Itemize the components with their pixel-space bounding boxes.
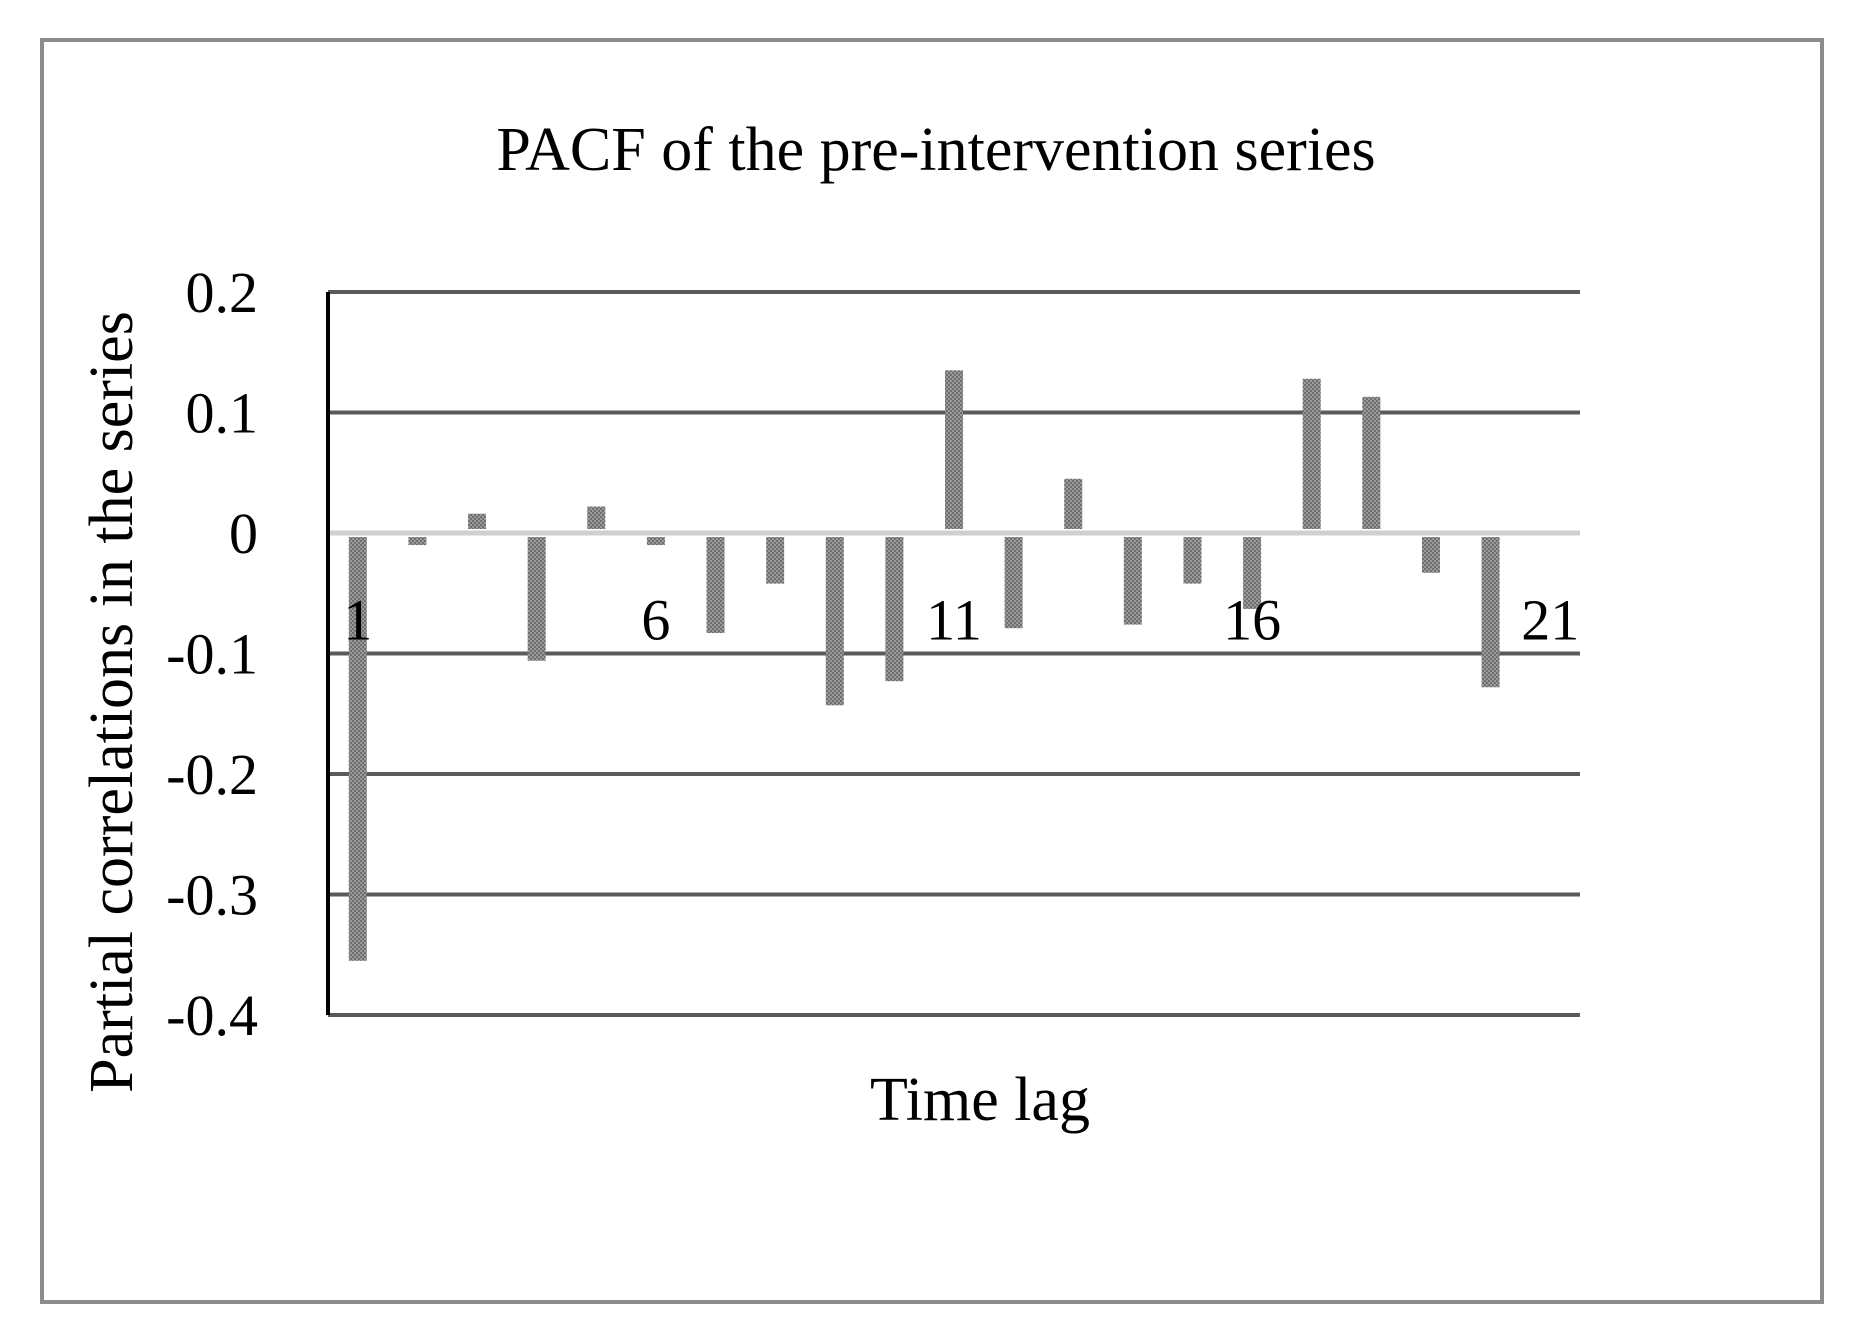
bar-lag-11 — [945, 370, 963, 529]
bar-lag-1 — [348, 537, 367, 961]
bar-lag-10 — [885, 537, 904, 682]
bar-lag-18 — [1362, 396, 1381, 529]
x-tick-label: 1 — [343, 588, 372, 653]
bar-lag-19 — [1421, 537, 1440, 573]
y-tick-label: -0.3 — [166, 863, 258, 928]
bar-lag-20 — [1481, 537, 1500, 688]
bar-lag-3 — [468, 513, 487, 529]
bar-lag-6 — [646, 537, 665, 546]
bar-lag-4 — [527, 537, 546, 661]
y-tick-label: 0.1 — [186, 381, 259, 446]
y-tick-label: -0.1 — [166, 622, 258, 687]
bar-lag-5 — [587, 506, 606, 529]
x-tick-label: 21 — [1521, 588, 1579, 653]
y-tick-label: 0 — [229, 501, 258, 566]
bar-lag-8 — [766, 537, 785, 584]
bar-lag-7 — [706, 537, 725, 634]
bar-lag-2 — [408, 537, 427, 546]
bar-lag-13 — [1064, 478, 1083, 529]
y-tick-label: -0.4 — [166, 983, 258, 1048]
bar-lag-17 — [1302, 378, 1321, 529]
bar-lag-14 — [1123, 537, 1142, 625]
bar-lag-15 — [1183, 537, 1202, 584]
bars — [348, 370, 1500, 961]
y-tick-label: -0.2 — [166, 742, 258, 807]
x-tick-label: 16 — [1223, 588, 1281, 653]
y-tick-label: 0.2 — [186, 260, 259, 325]
bar-lag-9 — [825, 537, 844, 706]
x-tick-labels: 1 6 11 16 21 — [343, 588, 1579, 653]
y-axis-title: Partial correlations in the series — [78, 311, 146, 1093]
x-tick-label: 6 — [641, 588, 670, 653]
chart-title: PACF of the pre-intervention series — [496, 116, 1375, 184]
bar-lag-12 — [1004, 537, 1023, 629]
y-tick-labels: 0.2 0.1 0 -0.1 -0.2 -0.3 -0.4 — [166, 260, 258, 1048]
x-tick-label: 11 — [926, 588, 982, 653]
chart-frame — [40, 38, 1824, 1304]
bar-lag-16 — [1243, 537, 1262, 609]
x-axis-title: Time lag — [870, 1066, 1090, 1134]
